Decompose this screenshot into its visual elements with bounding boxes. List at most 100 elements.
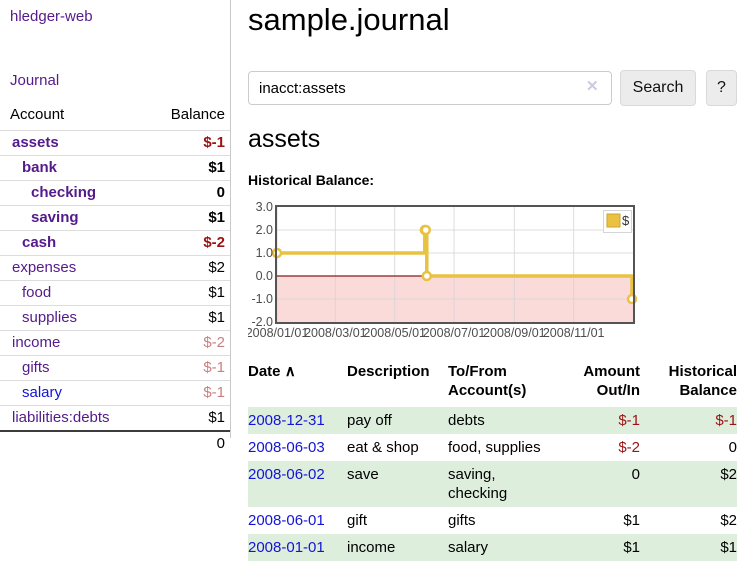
account-link-expenses[interactable]: expenses	[12, 259, 77, 276]
app-title-link[interactable]: hledger-web	[10, 8, 93, 25]
account-column-header: Account	[10, 106, 65, 123]
account-balance: $-2	[149, 330, 230, 356]
svg-text:-2.0: -2.0	[251, 315, 273, 329]
transaction-date-link[interactable]: 2008-12-31	[248, 412, 325, 429]
transaction-amount: $-1	[618, 412, 640, 429]
account-row: bank $1	[0, 155, 230, 181]
transaction-accounts: debts	[448, 412, 485, 429]
account-link-saving[interactable]: saving	[31, 209, 79, 226]
account-link-food[interactable]: food	[22, 284, 52, 301]
account-balance: 0	[149, 180, 230, 206]
historical-balance-chart: $3.0 2.0 1.0 0.0 -1.0 -2.0 2008/01/01 2008/03/0…	[246, 200, 737, 348]
account-row: assets $-1	[0, 130, 230, 156]
transaction-date-link[interactable]: 2008-06-01	[248, 512, 325, 529]
sort-ascending-icon: ∧	[284, 363, 296, 380]
svg-text:2008/05/01: 2008/05/01	[363, 326, 426, 340]
account-heading: assets	[248, 125, 321, 153]
search-input[interactable]	[248, 71, 612, 105]
svg-text:3.0: 3.0	[256, 200, 273, 214]
account-balance: $1	[149, 280, 230, 306]
account-balance: $1	[149, 205, 230, 231]
register-row: 2008-06-01 gift gifts $1 $2	[248, 507, 737, 534]
account-balance: $1	[149, 155, 230, 181]
transaction-accounts: gifts	[448, 512, 476, 529]
transaction-description: pay off	[347, 412, 392, 429]
account-link-salary[interactable]: salary	[22, 384, 63, 401]
transaction-date-link[interactable]: 2008-06-02	[248, 466, 325, 483]
transaction-amount: $-2	[618, 439, 640, 456]
help-button[interactable]: ?	[706, 70, 737, 106]
transaction-date-link[interactable]: 2008-01-01	[248, 539, 325, 556]
register-table: Date ∧ Description To/From Account(s) Am…	[248, 362, 737, 561]
account-row: cash $-2	[0, 230, 230, 256]
transaction-balance: $2	[720, 512, 737, 529]
account-link-cash[interactable]: cash	[22, 234, 57, 251]
transaction-balance: $1	[720, 539, 737, 556]
account-row: gifts $-1	[0, 355, 230, 381]
transaction-balance: $-1	[715, 412, 737, 429]
svg-text:1.0: 1.0	[256, 246, 273, 260]
transaction-accounts: salary	[448, 539, 489, 556]
transaction-amount: $1	[623, 512, 640, 529]
register-header-row: Date ∧ Description To/From Account(s) Am…	[248, 362, 737, 407]
svg-text:2008/01/01: 2008/01/01	[248, 326, 308, 340]
transaction-amount: $1	[623, 539, 640, 556]
account-row: food $1	[0, 280, 230, 306]
account-balance: $-1	[149, 130, 230, 156]
balance-column-header: Balance	[170, 106, 225, 123]
account-link-bank[interactable]: bank	[22, 159, 58, 176]
account-link-income[interactable]: income	[12, 334, 61, 351]
svg-text:0.0: 0.0	[256, 269, 273, 283]
transaction-date-link[interactable]: 2008-06-03	[248, 439, 325, 456]
search-form: ✕ Search ?	[248, 70, 737, 108]
account-link-checking[interactable]: checking	[31, 184, 97, 201]
svg-text:2008/11/01: 2008/11/01	[543, 326, 605, 340]
account-row: checking 0	[0, 180, 230, 206]
register-row: 2008-12-31 pay off debts $-1 $-1	[248, 407, 737, 434]
account-row: saving $1	[0, 205, 230, 231]
account-row: expenses $2	[0, 255, 230, 281]
account-row: supplies $1	[0, 305, 230, 331]
transaction-accounts: food, supplies	[448, 439, 541, 456]
transaction-description: gift	[347, 512, 368, 529]
accounts-column-header: To/From Account(s)	[448, 363, 527, 399]
transaction-accounts: saving, checking	[448, 466, 508, 502]
date-column-header[interactable]: Date ∧	[248, 362, 347, 407]
clear-search-icon[interactable]: ✕	[586, 78, 599, 95]
svg-text:2008/03/01: 2008/03/01	[304, 326, 367, 340]
chart-title: Historical Balance:	[248, 172, 375, 188]
account-balance: $2	[149, 255, 230, 281]
register-row: 2008-06-03 eat & shop food, supplies $-2…	[248, 434, 737, 461]
date-header-label: Date	[248, 363, 281, 380]
svg-text:$: $	[622, 213, 630, 228]
account-link-supplies[interactable]: supplies	[22, 309, 78, 326]
sidebar-item-journal[interactable]: Journal	[10, 72, 60, 89]
svg-text:2008/09/01: 2008/09/01	[483, 326, 546, 340]
main-content: sample.journal ✕ Search ? assets Histori…	[246, 0, 737, 582]
account-link-liabilities-debts[interactable]: liabilities:debts	[12, 409, 110, 426]
account-link-assets[interactable]: assets	[12, 134, 59, 151]
balance-column-header: Historical Balance	[668, 363, 737, 399]
account-row: income $-2	[0, 330, 230, 356]
account-balance: $-2	[149, 230, 230, 256]
account-link-gifts[interactable]: gifts	[22, 359, 50, 376]
account-row: salary $-1	[0, 380, 230, 406]
svg-text:-1.0: -1.0	[251, 292, 273, 306]
search-button[interactable]: Search	[620, 70, 696, 106]
accounts-total-row: 0	[0, 430, 230, 456]
account-balance: $1	[149, 305, 230, 331]
transaction-balance: 0	[728, 439, 737, 456]
account-balance: $1	[149, 405, 230, 431]
description-column-header: Description	[347, 363, 430, 380]
account-balance: $-1	[149, 380, 230, 406]
sidebar: hledger-web Journal Account Balance asse…	[0, 0, 231, 456]
page-title: sample.journal	[248, 2, 450, 37]
account-row: liabilities:debts $1	[0, 405, 230, 431]
account-balance: $-1	[149, 355, 230, 381]
transaction-balance: $2	[720, 466, 737, 483]
account-tree: Account Balance assets $-1 bank $1 check…	[0, 104, 230, 456]
register-row: 2008-01-01 income salary $1 $1	[248, 534, 737, 561]
svg-text:2008/07/01: 2008/07/01	[423, 326, 486, 340]
register-row: 2008-06-02 save saving, checking 0 $2	[248, 461, 737, 507]
svg-text:2.0: 2.0	[256, 223, 273, 237]
